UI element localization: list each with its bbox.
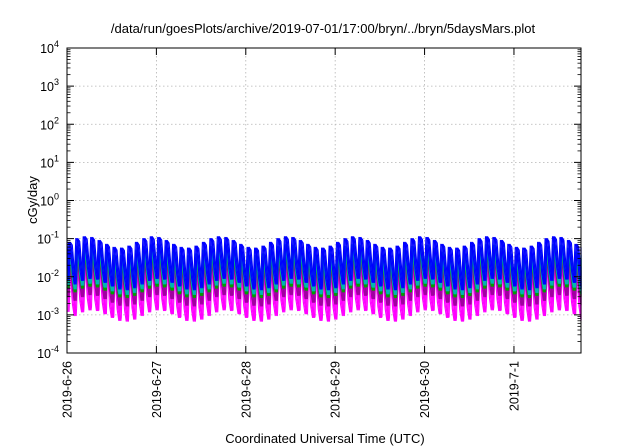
series-trace [68, 236, 582, 291]
x-tick-label: 2019-6-30 [418, 361, 432, 418]
y-tick-label: 102 [40, 115, 59, 132]
y-tick-base: 10 [40, 156, 54, 170]
y-tick-base: 10 [40, 195, 54, 209]
x-tick-label: 2019-6-28 [239, 361, 253, 418]
y-tick-exponent: 2 [54, 115, 59, 125]
y-tick-exponent: -1 [51, 230, 59, 240]
y-tick-label: 10-2 [37, 268, 59, 285]
y-tick-exponent: 4 [54, 39, 59, 49]
y-tick-exponent: 1 [54, 153, 59, 163]
y-tick-label: 101 [40, 153, 59, 170]
y-axis-label: cGy/day [25, 176, 40, 224]
y-tick-base: 10 [40, 42, 54, 56]
y-tick-exponent: 3 [54, 77, 59, 87]
y-tick-label: 104 [40, 39, 59, 56]
series-line [66, 236, 582, 291]
x-axis: 2019-6-26 2019-6-27 2019-6-28 2019-6-29 2019… [61, 48, 521, 418]
x-tick-label: 2019-6-26 [61, 361, 75, 418]
series-group [66, 236, 582, 322]
x-tick-label: 2019-6-29 [329, 361, 343, 418]
y-tick-base: 10 [40, 80, 54, 94]
x-tick-label: 2019-7-1 [507, 361, 521, 411]
y-tick-exponent: -3 [51, 306, 59, 316]
y-tick-base: 10 [40, 118, 54, 132]
y-tick-base: 10 [37, 233, 51, 247]
x-tick-label: 2019-6-27 [150, 361, 164, 418]
y-tick-base: 10 [37, 271, 51, 285]
y-tick-exponent: -2 [51, 268, 59, 278]
y-tick-exponent: -4 [51, 344, 59, 354]
x-axis-label: Coordinated Universal Time (UTC) [225, 431, 424, 446]
y-tick-label: 10-3 [37, 306, 59, 323]
y-tick-label: 103 [40, 77, 59, 94]
y-tick-exponent: 0 [54, 192, 59, 202]
y-tick-label: 100 [40, 192, 59, 209]
y-tick-base: 10 [37, 309, 51, 323]
y-tick-label: 10-1 [37, 230, 59, 247]
y-tick-label: 10-4 [37, 344, 59, 361]
y-tick-base: 10 [37, 347, 51, 361]
chart-title: /data/run/goesPlots/archive/2019-07-01/1… [111, 21, 536, 36]
